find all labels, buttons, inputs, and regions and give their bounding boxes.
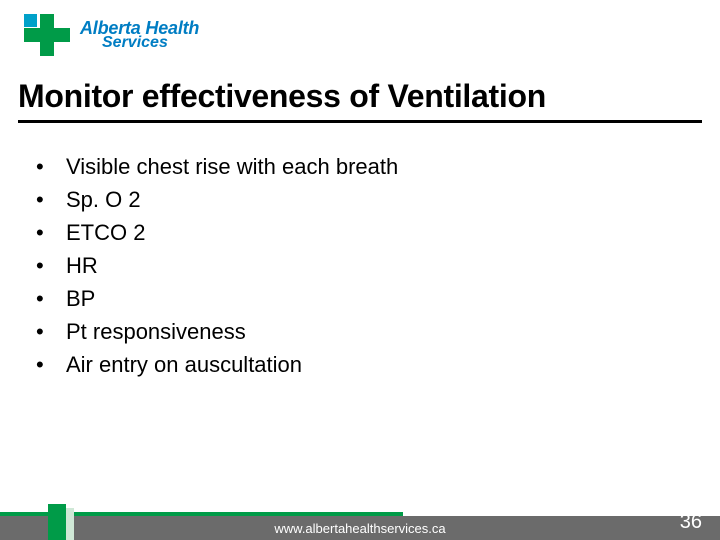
ahs-logo: Alberta Health Services <box>24 14 199 56</box>
bullet-list: Visible chest rise with each breath Sp. … <box>32 150 398 381</box>
list-item: Pt responsiveness <box>32 315 398 348</box>
list-item: Visible chest rise with each breath <box>32 150 398 183</box>
footer: www.albertahealthservices.ca 36 <box>0 500 720 540</box>
ahs-logo-mark <box>24 14 70 56</box>
slide-title: Monitor effectiveness of Ventilation <box>18 78 546 115</box>
list-item: Sp. O 2 <box>32 183 398 216</box>
list-item: BP <box>32 282 398 315</box>
title-underline <box>18 120 702 123</box>
slide: Alberta Health Services Monitor effectiv… <box>0 0 720 540</box>
ahs-logo-text: Alberta Health Services <box>80 19 199 51</box>
list-item: Air entry on auscultation <box>32 348 398 381</box>
list-item: ETCO 2 <box>32 216 398 249</box>
footer-url: www.albertahealthservices.ca <box>0 521 720 536</box>
list-item: HR <box>32 249 398 282</box>
page-number: 36 <box>680 511 702 534</box>
